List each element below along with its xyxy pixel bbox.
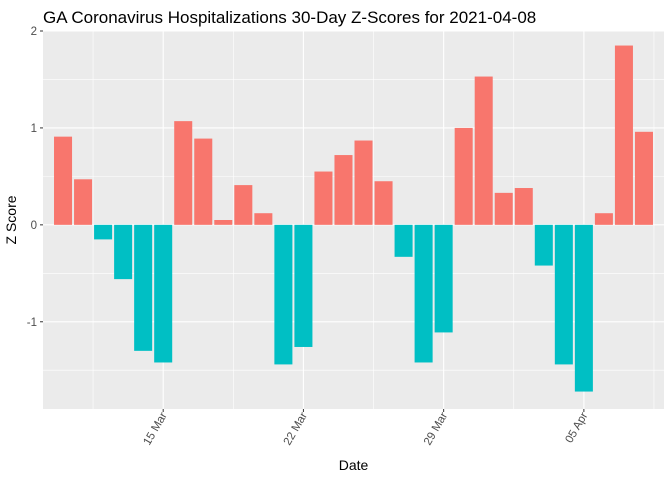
x-axis-title: Date: [339, 457, 369, 473]
bar: [214, 220, 233, 225]
x-tick-label: 15 Mar: [142, 410, 170, 447]
chart-title: GA Coronavirus Hospitalizations 30-Day Z…: [43, 8, 536, 27]
bar: [314, 171, 333, 225]
x-tick-label: 22 Mar: [282, 410, 310, 447]
y-tick-label: 1: [31, 123, 37, 135]
x-tick-label: 05 Apr: [563, 410, 590, 445]
bar: [374, 181, 393, 225]
bar: [234, 185, 253, 225]
bar: [354, 140, 373, 225]
bar: [394, 224, 413, 257]
bar: [334, 155, 353, 225]
x-tick-label: 29 Mar: [422, 410, 450, 447]
y-tick-label: 0: [31, 220, 37, 232]
bar: [534, 224, 553, 266]
bar: [294, 224, 313, 347]
bar: [74, 179, 93, 225]
bar: [194, 138, 213, 225]
y-axis-title: Z Score: [3, 195, 19, 244]
bar: [54, 136, 73, 225]
bar: [174, 121, 193, 225]
bar: [474, 76, 493, 225]
bar: [154, 224, 173, 363]
bar: [614, 45, 633, 225]
bar: [414, 224, 433, 363]
bar: [254, 213, 273, 225]
bars: [54, 45, 653, 392]
bar: [554, 224, 573, 365]
bar: [634, 131, 653, 225]
bar: [514, 188, 533, 225]
bar: [574, 224, 593, 392]
y-axis: -1 0 1 2: [27, 26, 43, 329]
x-axis: 15 Mar 22 Mar 29 Mar 05 Apr: [142, 409, 591, 448]
bar: [114, 224, 133, 280]
bar: [454, 127, 473, 225]
bar: [594, 213, 613, 225]
bar: [494, 192, 513, 225]
bar: [274, 224, 293, 365]
y-tick-label: 2: [31, 26, 37, 38]
y-tick-label: -1: [27, 317, 37, 329]
bar: [434, 224, 453, 333]
bar: [134, 224, 153, 351]
bar: [94, 224, 113, 240]
